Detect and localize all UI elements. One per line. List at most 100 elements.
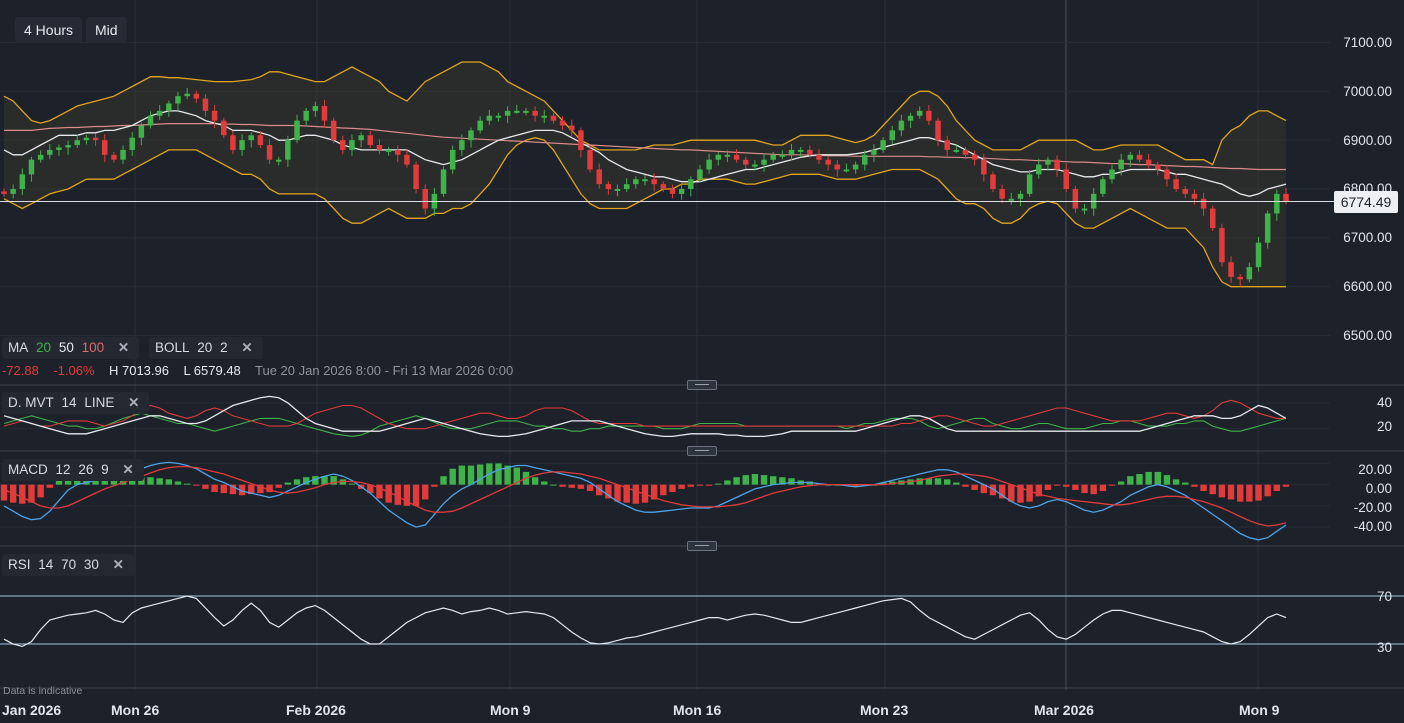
price-stats: -72.88 -1.06% H 7013.96 L 6579.48 Tue 20… <box>2 363 513 378</box>
ma-period-50: 50 <box>58 340 74 355</box>
candle-body <box>532 110 538 116</box>
macd-histogram-bar <box>852 484 859 487</box>
macd-histogram-bar <box>458 465 466 485</box>
candle-body <box>1109 169 1115 180</box>
macd-histogram-bar <box>1053 484 1061 486</box>
candle-body <box>907 115 914 121</box>
dmvt-remove-icon[interactable]: ✕ <box>128 395 140 410</box>
x-tick: Mon 16 <box>673 702 722 718</box>
macd-histogram-bar <box>1108 484 1116 486</box>
boll-dev: 2 <box>220 340 228 355</box>
x-tick: Mon 23 <box>860 702 909 718</box>
macd-signal-line <box>3 465 1287 527</box>
rsi-line <box>3 595 1287 648</box>
macd-histogram-bar <box>1072 484 1079 490</box>
macd-histogram-bar <box>1200 484 1207 492</box>
ma50-line <box>3 110 1287 197</box>
ma-remove-icon[interactable]: ✕ <box>117 340 130 355</box>
candle-body <box>349 140 355 150</box>
candle-body <box>1 191 7 194</box>
macd-histogram-bar <box>156 478 163 485</box>
candle-body <box>1228 262 1234 277</box>
macd-histogram-bar <box>46 484 53 488</box>
macd-histogram-bar <box>733 477 740 485</box>
x-tick: Mon 26 <box>111 702 160 718</box>
candle-body <box>669 189 676 194</box>
macd-histogram-bar <box>568 484 575 488</box>
candle-body <box>880 140 886 150</box>
candle-body <box>175 96 181 104</box>
candle-body <box>1155 164 1161 170</box>
candle-body <box>367 135 374 146</box>
macd-histogram-bar <box>678 484 685 489</box>
ma-label: MA <box>8 340 29 355</box>
candle-body <box>953 149 960 152</box>
macd-histogram-bar <box>257 484 264 494</box>
macd-histogram-bar <box>943 479 951 485</box>
candle-body <box>1127 154 1134 160</box>
rsi-remove-icon[interactable]: ✕ <box>112 557 124 572</box>
high-value: H 7013.96 <box>108 363 169 378</box>
candle-body <box>871 149 877 155</box>
macd-histogram-bar <box>312 476 319 485</box>
price-tick: 7000.00 <box>1343 84 1392 99</box>
timeframe-button[interactable]: 4 Hours <box>15 17 83 43</box>
candle-body <box>275 159 282 162</box>
candle-body <box>468 130 474 141</box>
candle-body <box>504 110 511 116</box>
candle-body <box>56 147 62 150</box>
ma-period-100: 100 <box>81 340 105 355</box>
macd-remove-icon[interactable]: ✕ <box>122 462 134 477</box>
macd-histogram-bar <box>266 484 273 493</box>
macd-histogram-bar <box>1246 484 1253 502</box>
candle-body <box>916 110 923 116</box>
boll-remove-icon[interactable]: ✕ <box>241 340 253 355</box>
macd-histogram-bar <box>165 479 173 485</box>
macd-histogram-bar <box>1209 484 1216 495</box>
candle-body <box>999 189 1005 199</box>
candle-body <box>862 154 868 165</box>
macd-histogram-bar <box>476 464 484 485</box>
macd-histogram-bar <box>1145 471 1152 485</box>
plus-di-line <box>3 412 1287 437</box>
macd-histogram-bar <box>980 484 988 494</box>
pane-resize-handle-1[interactable] <box>687 380 717 390</box>
candle-body <box>330 120 337 141</box>
candle-body <box>816 154 822 160</box>
macd-histogram-bar <box>28 484 35 503</box>
macd-histogram-bar <box>1182 482 1189 485</box>
rsi-upper: 70 <box>61 557 77 572</box>
candle-body <box>678 189 685 194</box>
macd-histogram-bar <box>220 484 227 494</box>
price-tick: 7100.00 <box>1343 35 1392 50</box>
macd-histogram-bar <box>953 482 960 485</box>
candle-body <box>74 140 81 146</box>
macd-histogram-bar <box>229 484 237 495</box>
candle-body <box>944 140 950 150</box>
candle-body <box>440 169 447 194</box>
candle-body <box>10 189 16 194</box>
candle-body <box>1045 159 1051 165</box>
macd-histogram-bar <box>412 484 420 506</box>
price-tick: 6700.00 <box>1343 230 1392 245</box>
candle-body <box>312 105 319 111</box>
candle-body <box>1164 169 1170 180</box>
macd-histogram-bar <box>934 478 942 485</box>
pane-resize-handle-3[interactable] <box>687 541 717 551</box>
candle-body <box>166 103 172 111</box>
candle-body <box>1145 159 1152 165</box>
price-type-button[interactable]: Mid <box>86 17 127 43</box>
macd-histogram-bar <box>504 465 511 485</box>
change-percent: -1.06% <box>53 363 95 378</box>
dmvt-period: 14 <box>61 395 77 410</box>
candle-body <box>1100 179 1106 194</box>
macd-histogram-bar <box>1237 484 1244 502</box>
candle-body <box>752 164 758 167</box>
boll-legend: BOLL 20 2 ✕ <box>149 337 263 359</box>
macd-histogram-bar <box>550 484 557 486</box>
macd-histogram-bar <box>1227 484 1235 500</box>
candle-body <box>1054 159 1060 170</box>
pane-resize-handle-2[interactable] <box>687 446 717 456</box>
macd-histogram-bar <box>422 484 429 500</box>
